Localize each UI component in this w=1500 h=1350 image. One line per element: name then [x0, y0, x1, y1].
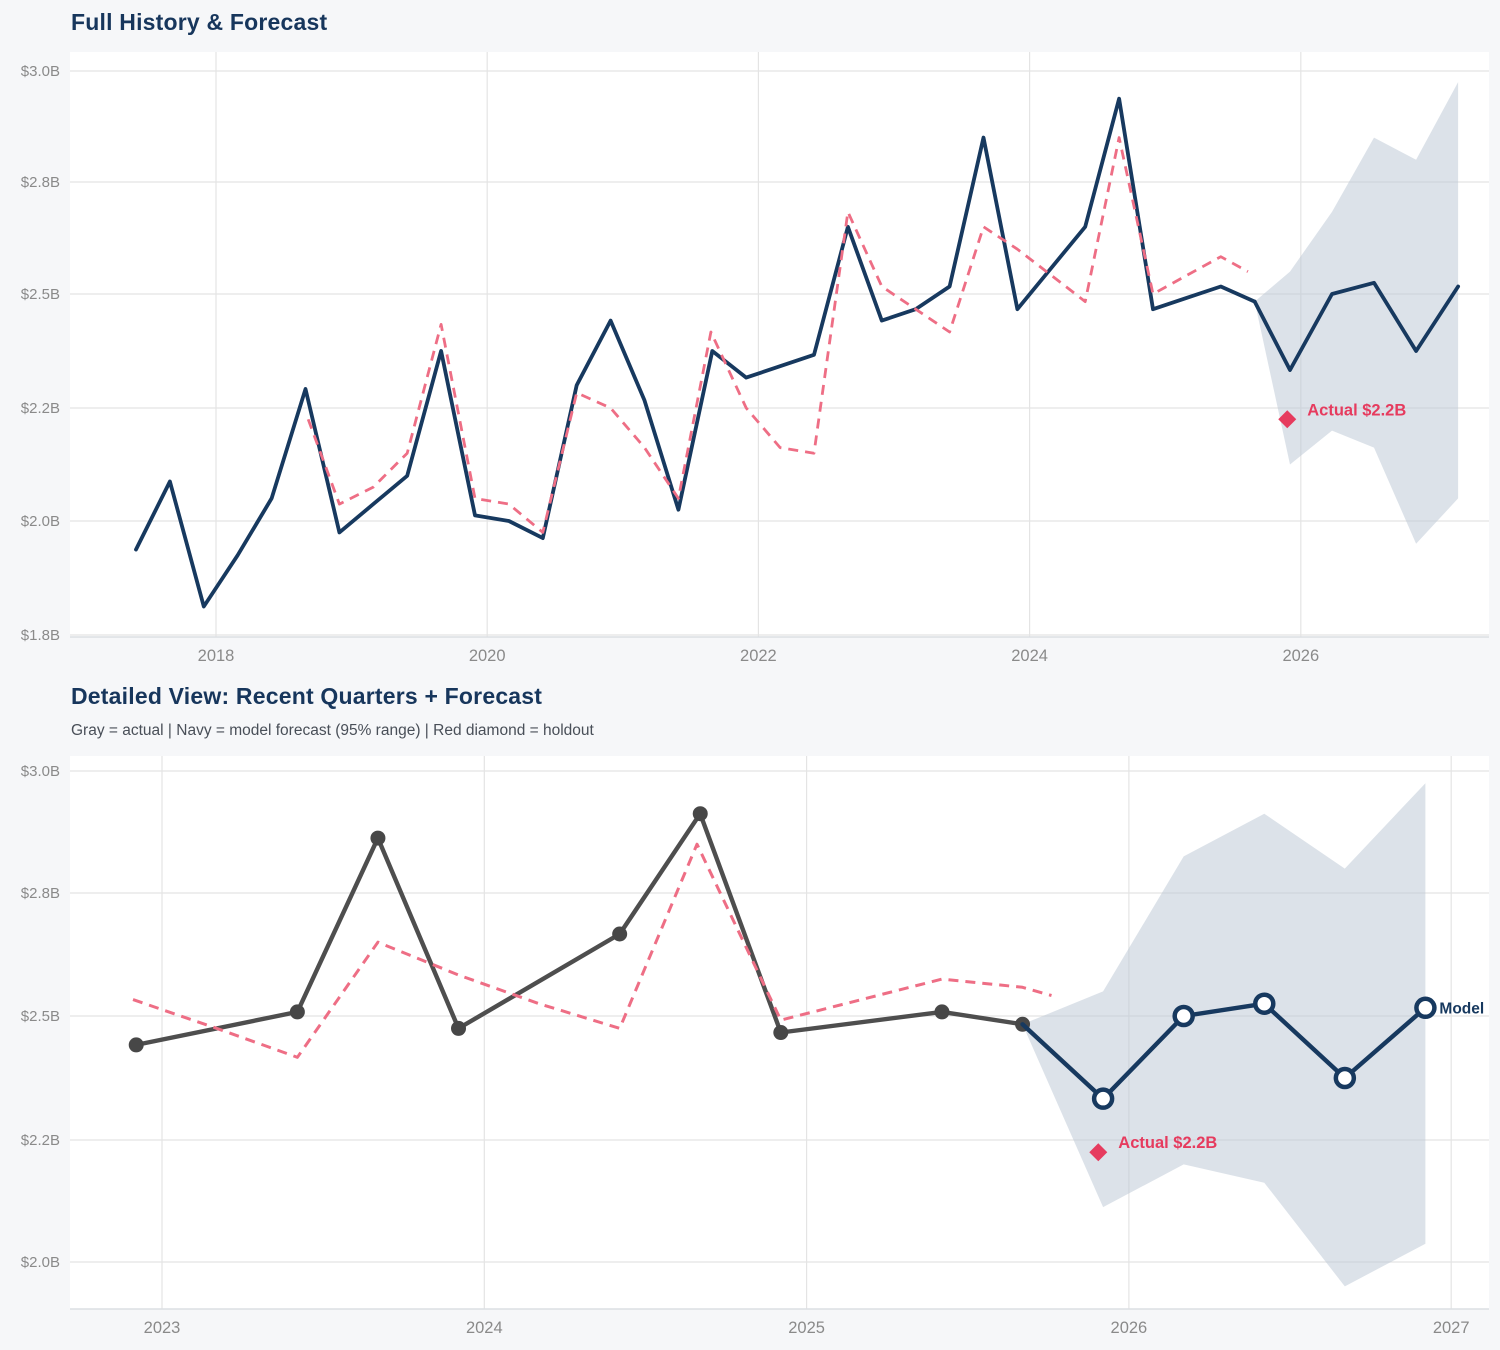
x-tick-label: 2024 — [466, 1319, 503, 1337]
y-tick-label: $2.0B — [21, 513, 60, 530]
x-tick-label: 2027 — [1433, 1319, 1470, 1337]
holdout-diamond — [1278, 410, 1297, 429]
detailed-view-chart: $3.0B $2.8B $2.5B $2.2B $2.0B 2023 2024 2025 202… — [21, 756, 1489, 1337]
y-tick-label: $3.0B — [21, 763, 60, 780]
actual-point-marker — [451, 1020, 467, 1036]
actual-point-marker — [692, 806, 708, 822]
y-tick-label: $2.8B — [21, 885, 60, 902]
y-tick-label: $2.2B — [21, 400, 60, 417]
actual-point-marker — [934, 1004, 950, 1020]
x-tick-label: 2026 — [1111, 1319, 1148, 1337]
actual-point-marker — [612, 926, 628, 942]
confidence-band — [1254, 82, 1459, 544]
actual-point-marker — [370, 830, 386, 846]
actual-point-marker — [128, 1037, 144, 1053]
bottom-chart-subtitle: Gray = actual | Navy = model forecast (9… — [71, 722, 594, 739]
forecast-point-marker — [1091, 1087, 1115, 1110]
forecast-point-marker — [1333, 1066, 1357, 1090]
y-tick-label: $2.8B — [21, 174, 60, 191]
y-tick-label: $3.0B — [21, 63, 60, 80]
holdout-annotation-label: Actual $2.2B — [1307, 401, 1406, 419]
fit-line — [306, 136, 1249, 534]
x-tick-label: 2020 — [469, 647, 506, 665]
bottom-chart-title: Detailed View: Recent Quarters + Forecas… — [71, 683, 543, 709]
y-tick-label: $2.2B — [21, 1132, 60, 1149]
x-tick-label: 2025 — [788, 1319, 825, 1337]
forecast-line — [1252, 280, 1460, 372]
forecast-point-marker — [1253, 992, 1276, 1015]
actual-point-marker — [773, 1025, 789, 1041]
plot-area — [70, 52, 1489, 637]
forecast-point-marker — [1172, 1004, 1195, 1028]
x-tick-label: 2022 — [740, 647, 777, 665]
y-tick-label: $2.0B — [21, 1254, 60, 1271]
y-tick-label: $2.5B — [21, 1008, 60, 1025]
x-tick-label: 2026 — [1282, 647, 1319, 665]
actual-point-marker — [289, 1004, 305, 1020]
holdout-annotation-label: Actual $2.2B — [1118, 1134, 1217, 1152]
forecast-point-marker — [1414, 996, 1437, 1020]
full-history-chart: $3.0B $2.8B $2.5B $2.2B $2.0B $1.8B 2018 2020 20… — [21, 52, 1489, 665]
fit-line — [132, 842, 1052, 1059]
y-tick-label: $2.5B — [21, 286, 60, 303]
holdout-diamond — [1089, 1143, 1108, 1162]
y-tick-label: $1.8B — [21, 627, 60, 644]
x-tick-label: 2023 — [144, 1319, 181, 1337]
forecast-line — [1020, 1001, 1428, 1101]
x-tick-label: 2024 — [1011, 647, 1048, 665]
top-chart-title: Full History & Forecast — [71, 9, 328, 35]
model-end-label: Model — [1439, 1000, 1484, 1017]
x-tick-label: 2018 — [198, 647, 235, 665]
confidence-band — [1022, 783, 1426, 1287]
